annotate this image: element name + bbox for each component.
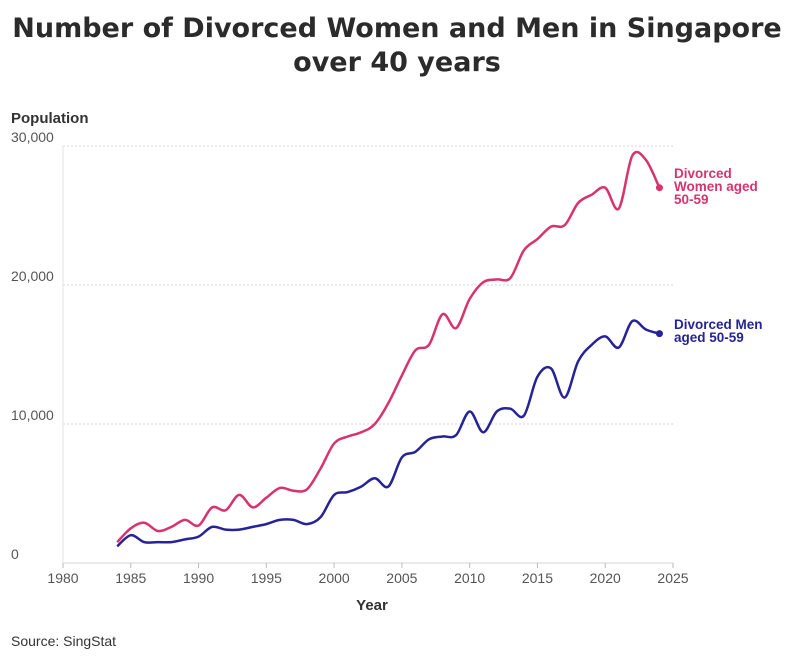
x-tick-label: 1990	[183, 570, 214, 586]
series-lines	[116, 150, 663, 548]
x-tick-label: 1985	[115, 570, 146, 586]
series-label: aged 50-59	[674, 330, 744, 345]
series-label: Divorced Men	[674, 317, 763, 332]
x-tick-label: 1995	[251, 570, 282, 586]
y-axis-ticks: 0 10,000 20,000 30,000	[11, 129, 54, 562]
x-tick-label: 2015	[522, 570, 553, 586]
y-tick-label: 10,000	[11, 407, 54, 423]
series-label: 50-59	[674, 192, 709, 207]
series-label: Divorced	[674, 166, 732, 181]
x-axis-label: Year	[356, 597, 388, 614]
series-line	[116, 319, 660, 548]
grid-lines	[63, 145, 673, 425]
source-note: Source: SingStat	[11, 633, 117, 649]
y-tick-label: 30,000	[11, 129, 54, 145]
x-tick-label: 2005	[386, 570, 417, 586]
series-label: Women aged	[674, 179, 758, 194]
y-tick-label: 20,000	[11, 268, 54, 284]
x-tick-label: 1980	[47, 570, 78, 586]
y-axis-label: Population	[11, 110, 89, 127]
x-tick-label: 2000	[319, 570, 350, 586]
series-end-point	[655, 330, 663, 338]
chart-title: Number of Divorced Women and Men in Sing…	[12, 13, 782, 78]
y-tick-label: 0	[11, 546, 19, 562]
x-tick-label: 2020	[590, 570, 621, 586]
series-end-point	[655, 184, 663, 192]
x-tick-label: 2010	[454, 570, 485, 586]
x-tick-label: 2025	[657, 570, 688, 586]
x-axis: 1980 1985 1990 1995 2000 2005 2010 2015 2020 2025	[47, 146, 689, 586]
series-line	[116, 150, 661, 543]
